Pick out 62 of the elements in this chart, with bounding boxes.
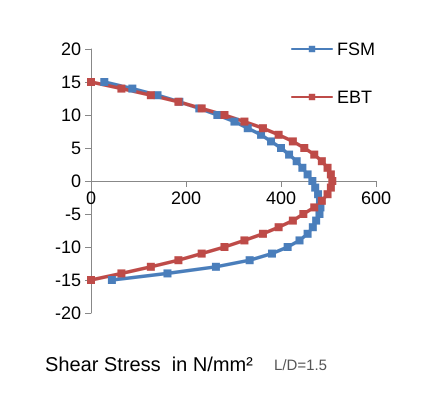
point	[304, 170, 312, 178]
point	[117, 84, 126, 93]
x-tick-label: 0	[86, 188, 96, 208]
legend-label: FSM	[337, 39, 376, 59]
y-tick-label: 0	[70, 171, 81, 191]
point	[318, 157, 326, 166]
point	[198, 104, 206, 112]
point	[285, 150, 294, 159]
y-tick-label: -10	[54, 237, 81, 257]
point	[230, 118, 238, 126]
y-tick-label: 5	[70, 138, 81, 158]
point	[258, 230, 267, 238]
point	[314, 190, 322, 198]
point	[300, 144, 308, 152]
point	[310, 150, 318, 159]
point	[308, 223, 317, 232]
point	[288, 137, 297, 146]
point	[296, 236, 304, 244]
point	[288, 216, 297, 225]
point	[146, 262, 155, 271]
point	[324, 190, 332, 198]
point	[174, 256, 182, 264]
text: L/D=1.5	[274, 357, 327, 374]
point	[292, 157, 301, 166]
y-tick-label: -20	[54, 303, 81, 323]
y-tick-label: -15	[54, 270, 81, 290]
point	[212, 262, 220, 271]
legend-label: EBT	[337, 87, 372, 107]
x-tick-label: 400	[266, 188, 296, 208]
point	[299, 210, 308, 218]
point	[246, 256, 254, 264]
y-tick-label: 20	[60, 39, 81, 59]
point	[128, 84, 136, 93]
point	[220, 111, 228, 119]
x-axis-title: Shear Stress in N/mm²	[45, 354, 254, 376]
point	[268, 250, 276, 258]
point	[220, 243, 228, 251]
point	[310, 203, 318, 212]
y-tick-label: -5	[64, 204, 81, 224]
point	[240, 236, 248, 244]
point	[298, 164, 306, 172]
point	[274, 223, 283, 232]
x-tick-label: 600	[360, 188, 392, 208]
point	[163, 269, 172, 278]
point	[284, 243, 292, 251]
point	[274, 130, 283, 139]
point	[146, 91, 155, 100]
y-tick-label: 15	[60, 72, 81, 92]
point	[100, 78, 108, 86]
point	[267, 137, 276, 146]
point	[87, 78, 95, 86]
point	[304, 230, 312, 238]
point	[240, 118, 248, 126]
point	[258, 124, 267, 132]
x-tick-label: 200	[170, 188, 202, 208]
point	[117, 269, 126, 278]
point	[198, 250, 206, 258]
point	[257, 130, 266, 139]
y-tick-label: 10	[60, 105, 81, 125]
point	[108, 276, 116, 284]
point	[87, 276, 95, 284]
point	[277, 144, 285, 152]
